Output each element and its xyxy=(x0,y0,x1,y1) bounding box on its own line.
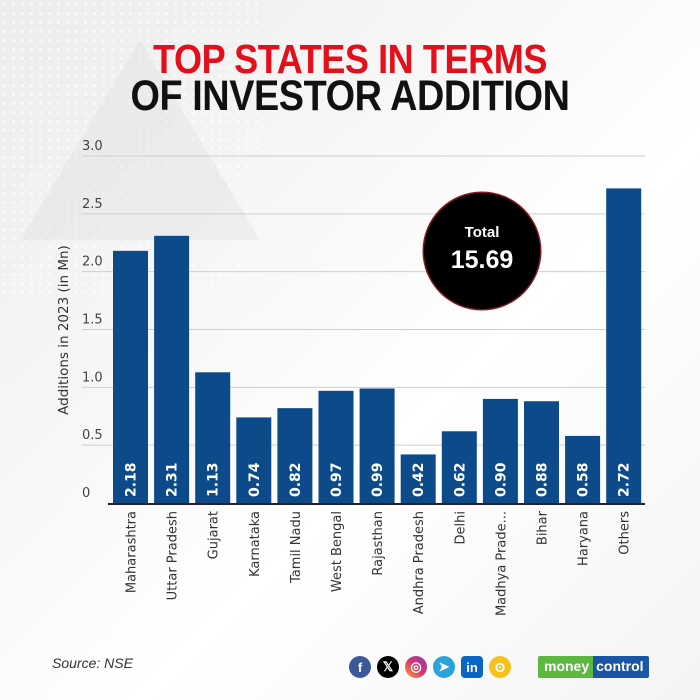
y-tick-label: 1.0 xyxy=(82,370,103,385)
source-note: Source: NSE xyxy=(52,655,133,671)
bar-value-label: 0.42 xyxy=(411,462,427,497)
bar[interactable] xyxy=(236,417,272,503)
brand-part-control: control xyxy=(593,656,649,678)
bar[interactable] xyxy=(277,408,313,503)
telegram-icon[interactable]: ➤ xyxy=(433,656,455,678)
bar-value-label: 1.13 xyxy=(206,462,222,497)
linkedin-icon[interactable]: in xyxy=(461,656,483,678)
total-label: Total xyxy=(464,224,500,241)
bar-value-label: 0.90 xyxy=(493,462,509,497)
total-value: 15.69 xyxy=(450,246,514,274)
moneycontrol-logo[interactable]: money control xyxy=(538,656,649,678)
bar-value-label: 0.74 xyxy=(247,462,263,497)
bar-value-label: 0.62 xyxy=(452,462,468,497)
bar-value-label: 0.58 xyxy=(576,462,592,497)
x-tick-label: Andhra Pradesh xyxy=(412,511,427,614)
bar[interactable] xyxy=(359,388,395,503)
title-line-2: OF INVESTOR ADDITION xyxy=(130,72,570,120)
total-badge: Total 15.69 xyxy=(424,193,540,309)
facebook-icon[interactable]: f xyxy=(349,656,371,678)
title-line-1: TOP STATES IN TERMS xyxy=(153,36,547,82)
bar[interactable] xyxy=(154,235,190,503)
instagram-icon[interactable]: ◎ xyxy=(405,656,427,678)
x-tick-label: Delhi xyxy=(453,511,468,544)
background-dot-pattern xyxy=(0,0,260,300)
x-tick-label: Haryana xyxy=(577,511,592,566)
bar[interactable] xyxy=(441,431,477,503)
bar-value-label: 2.31 xyxy=(165,462,181,497)
x-tick-label: West Bengal xyxy=(330,511,345,592)
y-tick-label: 3.0 xyxy=(82,139,103,154)
x-tick-label: Others xyxy=(618,511,633,555)
y-tick-label: 1.5 xyxy=(82,313,103,328)
bar[interactable] xyxy=(524,401,559,503)
x-tick-label: Madhya Prade... xyxy=(494,511,509,616)
x-tick-label: Karnataka xyxy=(248,511,263,577)
bar-value-label: 0.99 xyxy=(370,462,386,497)
koo-icon[interactable]: ʘ xyxy=(489,656,511,678)
x-tick-label: Rajasthan xyxy=(371,511,386,576)
bar[interactable] xyxy=(113,250,148,503)
y-tick-label: 2.0 xyxy=(82,255,103,270)
bar-value-label: 0.88 xyxy=(535,462,551,497)
background-shape xyxy=(20,40,260,240)
bar[interactable] xyxy=(400,454,436,503)
x-tick-label: Uttar Pradesh xyxy=(166,511,181,600)
x-tick-label: Tamil Nadu xyxy=(289,511,304,584)
bar[interactable] xyxy=(606,188,642,504)
x-tick-label: Bihar xyxy=(536,510,551,545)
bar[interactable] xyxy=(195,372,231,503)
bar-value-label: 0.97 xyxy=(329,462,345,497)
bar-value-label: 0.82 xyxy=(288,462,304,497)
bar-value-label: 2.72 xyxy=(617,462,633,497)
bar[interactable] xyxy=(318,390,354,503)
brand-part-money: money xyxy=(538,656,594,678)
y-tick-label: 0.5 xyxy=(82,428,103,443)
bar[interactable] xyxy=(482,398,518,503)
bar-value-label: 2.18 xyxy=(124,462,140,497)
x-icon[interactable]: 𝕏 xyxy=(377,656,399,678)
y-tick-label: 0 xyxy=(82,486,90,501)
x-tick-label: Gujarat xyxy=(207,511,222,559)
x-tick-label: Maharashtra xyxy=(125,511,140,593)
y-tick-label: 2.5 xyxy=(82,197,103,212)
bar[interactable] xyxy=(565,435,601,503)
